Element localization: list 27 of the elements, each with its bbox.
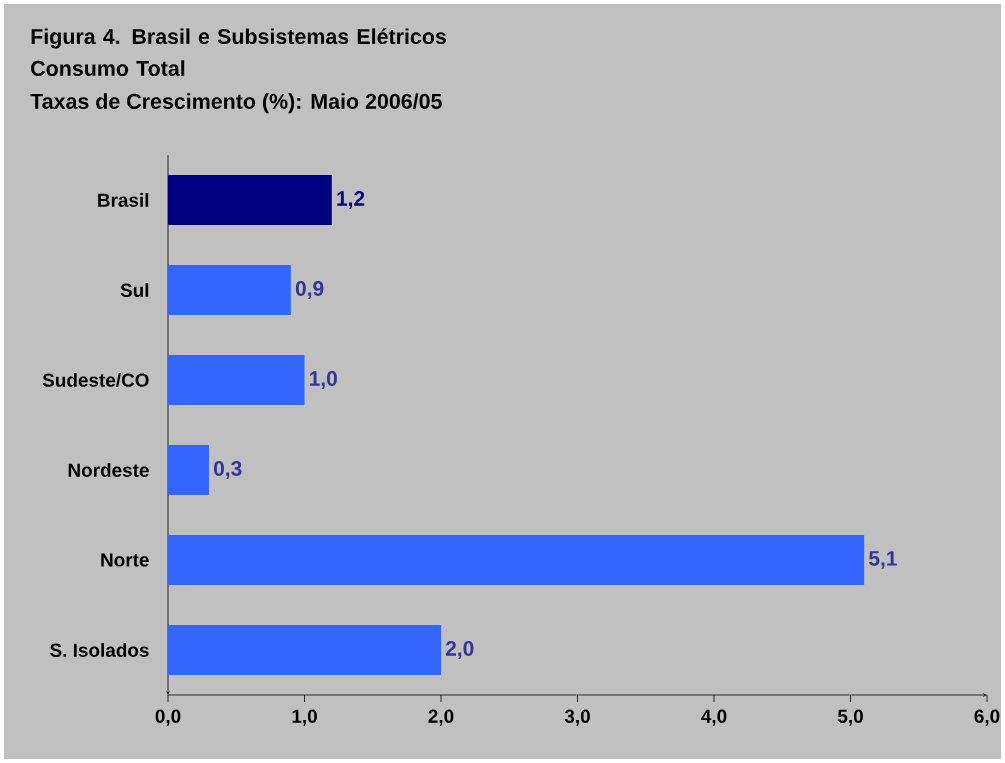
x-tick-label: 2,0 <box>428 709 454 726</box>
data-label: 0,9 <box>295 281 324 299</box>
data-label: 2,0 <box>445 641 474 659</box>
chart-title: Figura 4. Brasil e Subsistemas Elétricos Consumo Total <box>31 28 446 76</box>
data-label: 1,2 <box>337 191 365 209</box>
bar <box>168 624 442 675</box>
y-tick-label: Nordeste <box>68 463 149 477</box>
bar <box>168 534 865 585</box>
data-label: 0,3 <box>213 461 242 479</box>
y-tick-label: Norte <box>101 553 149 567</box>
y-tick-label: Sul <box>120 283 149 297</box>
x-tick-label: 5,0 <box>837 709 863 726</box>
x-tick-label: 0,0 <box>155 709 181 726</box>
x-tick-label: 3,0 <box>564 709 590 726</box>
bar <box>168 174 332 225</box>
y-tick-label: S. Isolados <box>50 643 149 657</box>
x-tick-label: 6,0 <box>974 709 1000 726</box>
y-tick-label: Sudeste/CO <box>42 372 149 388</box>
chart-subtitle: Taxas de Crescimento (%): Maio 2006/05 <box>30 93 442 114</box>
bar <box>168 354 305 405</box>
bar <box>168 264 291 315</box>
bar <box>168 444 209 495</box>
data-label: 5,1 <box>869 551 897 569</box>
x-tick-label: 1,0 <box>292 709 317 726</box>
x-tick-label: 4,0 <box>701 709 727 726</box>
y-tick-label: Brasil <box>98 193 149 207</box>
data-label: 1,0 <box>310 371 337 389</box>
